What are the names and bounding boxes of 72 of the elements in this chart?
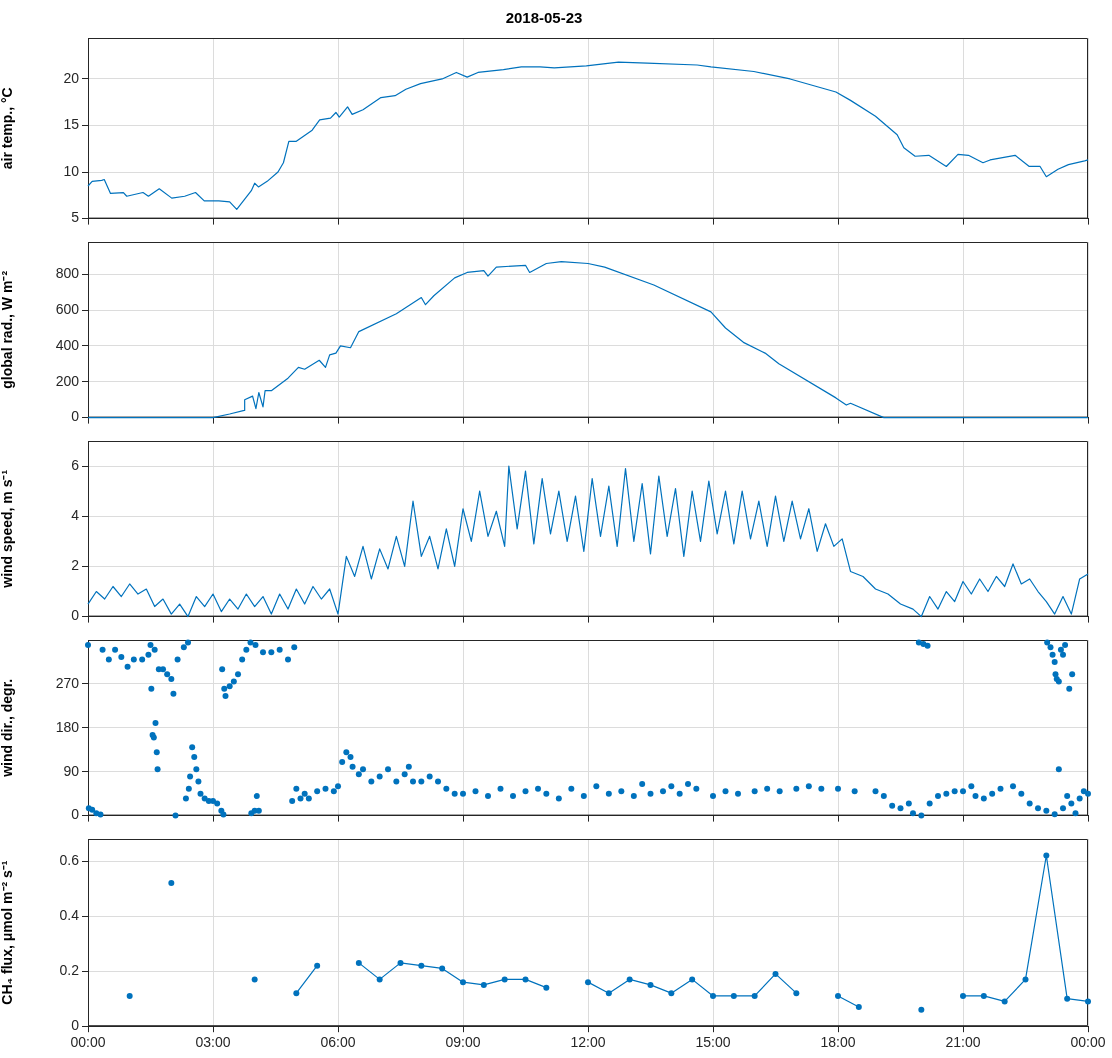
point bbox=[1064, 995, 1071, 1002]
x-tick-label: 15:00 bbox=[695, 1034, 731, 1051]
point bbox=[1022, 976, 1029, 983]
point bbox=[480, 981, 487, 988]
y-tick-label: 20 bbox=[63, 69, 80, 86]
y-tick-label: 4 bbox=[71, 507, 80, 524]
y-tick-label: 0.4 bbox=[59, 906, 80, 923]
point bbox=[439, 965, 446, 972]
point bbox=[980, 992, 987, 999]
x-tick-label: 00:00 bbox=[70, 1034, 106, 1051]
x-tick-label: 03:00 bbox=[195, 1034, 231, 1051]
point bbox=[168, 880, 175, 887]
y-tick-label: 15 bbox=[63, 116, 80, 133]
point bbox=[397, 959, 404, 966]
point bbox=[293, 990, 300, 997]
point bbox=[543, 984, 550, 991]
y-tick-label: 200 bbox=[55, 372, 80, 389]
y-tick-label: 2 bbox=[71, 557, 80, 574]
point bbox=[835, 992, 841, 999]
y-axis-title: wind dir., degr. bbox=[0, 678, 16, 778]
point bbox=[730, 992, 737, 999]
y-tick-label: 0 bbox=[71, 607, 80, 624]
y-tick-label: 600 bbox=[55, 300, 80, 317]
y-tick-label: 0 bbox=[71, 806, 80, 823]
point bbox=[647, 981, 654, 988]
point bbox=[710, 992, 716, 999]
point bbox=[1085, 998, 1091, 1005]
y-tick-label: 90 bbox=[63, 762, 80, 779]
point bbox=[626, 976, 633, 983]
x-tick-label: 21:00 bbox=[945, 1034, 981, 1051]
chart-title: 2018-05-23 bbox=[505, 9, 583, 27]
point bbox=[918, 1006, 925, 1013]
point bbox=[772, 970, 779, 977]
y-tick-label: 10 bbox=[63, 162, 80, 179]
y-tick-label: 0.2 bbox=[59, 962, 80, 978]
point bbox=[793, 990, 800, 997]
y-axis-title: CH₄ flux, μmol m⁻² s⁻¹ bbox=[0, 860, 16, 1005]
point bbox=[251, 976, 258, 983]
point bbox=[689, 976, 696, 983]
x-tick-label: 09:00 bbox=[445, 1034, 481, 1051]
x-tick-label: 00:00 bbox=[1070, 1034, 1106, 1051]
point bbox=[418, 962, 425, 969]
point bbox=[751, 992, 758, 999]
y-tick-label: 0.6 bbox=[59, 851, 80, 868]
x-tick-label: 06:00 bbox=[320, 1034, 356, 1051]
y-axis-title: wind speed, m s⁻¹ bbox=[0, 469, 16, 589]
point bbox=[668, 990, 675, 997]
point bbox=[605, 990, 612, 997]
point bbox=[376, 976, 383, 983]
point bbox=[522, 976, 529, 983]
x-tick-label: 18:00 bbox=[820, 1034, 856, 1051]
point bbox=[126, 992, 133, 999]
x-tick-label: 12:00 bbox=[570, 1034, 606, 1051]
point bbox=[855, 1003, 862, 1010]
y-tick-label: 0 bbox=[71, 408, 80, 425]
point bbox=[1043, 852, 1050, 859]
y-tick-label: 400 bbox=[55, 336, 80, 353]
point bbox=[960, 992, 966, 999]
y-tick-label: 0 bbox=[71, 1017, 80, 1034]
point bbox=[501, 976, 508, 983]
y-axis-title: air temp., °C bbox=[0, 87, 16, 170]
point bbox=[355, 959, 362, 966]
y-tick-label: 5 bbox=[71, 209, 80, 226]
point bbox=[1001, 998, 1008, 1005]
point bbox=[585, 979, 591, 986]
y-tick-label: 800 bbox=[55, 265, 80, 282]
y-tick-label: 6 bbox=[71, 456, 80, 473]
y-tick-label: 270 bbox=[55, 674, 80, 691]
point bbox=[460, 979, 466, 986]
y-tick-label: 180 bbox=[55, 718, 80, 735]
y-axis-title: global rad., W m⁻² bbox=[0, 270, 16, 389]
point bbox=[314, 962, 321, 969]
